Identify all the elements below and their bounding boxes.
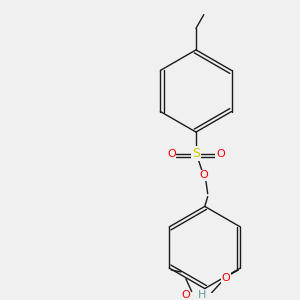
Text: O: O: [167, 148, 176, 159]
Text: S: S: [192, 147, 200, 160]
Text: O: O: [181, 290, 190, 300]
Text: O: O: [221, 273, 230, 283]
Text: O: O: [216, 148, 225, 159]
Text: H: H: [198, 290, 206, 300]
Text: O: O: [200, 170, 208, 180]
